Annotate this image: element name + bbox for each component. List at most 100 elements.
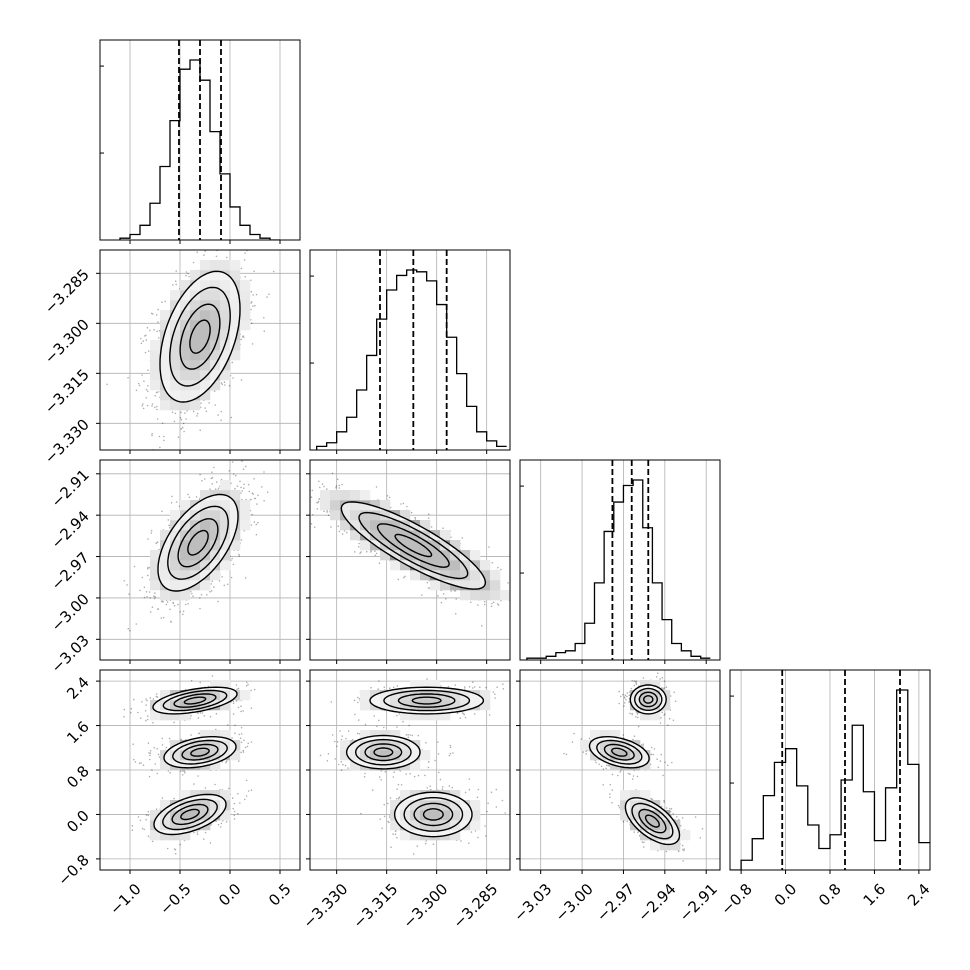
density-contour bbox=[354, 738, 412, 766]
density-cell bbox=[240, 510, 251, 521]
contour-panel bbox=[519, 669, 721, 871]
density-cell bbox=[460, 590, 471, 601]
y-tick-label: −0.8 bbox=[54, 851, 92, 889]
density-cell bbox=[170, 710, 181, 721]
density-cell bbox=[490, 580, 501, 591]
density-contour bbox=[393, 791, 473, 838]
density-cell bbox=[160, 800, 171, 811]
density-cell bbox=[160, 530, 171, 541]
density-cell bbox=[230, 340, 241, 351]
density-cell bbox=[430, 710, 441, 721]
density-contour bbox=[611, 747, 628, 757]
x-tick-label: −3.315 bbox=[349, 880, 401, 932]
contour-panel bbox=[99, 459, 301, 661]
density-cell bbox=[390, 800, 401, 811]
density-contour bbox=[403, 797, 464, 832]
density-cell bbox=[650, 680, 661, 691]
density-cell bbox=[170, 400, 181, 411]
density-cell bbox=[240, 500, 251, 511]
density-cell bbox=[450, 540, 461, 551]
density-cell bbox=[150, 550, 161, 561]
y-tick-label: −3.00 bbox=[48, 590, 93, 635]
panel-frame bbox=[99, 39, 301, 241]
density-cell bbox=[430, 680, 441, 691]
density-cell bbox=[150, 570, 161, 581]
density-cell bbox=[470, 550, 481, 561]
density-cell bbox=[350, 530, 361, 541]
density-cell bbox=[150, 340, 161, 351]
density-cell bbox=[210, 380, 221, 391]
density-cell bbox=[360, 730, 371, 741]
panel-plot-area bbox=[100, 250, 300, 450]
density-cell bbox=[180, 790, 191, 801]
y-tick-label: 0.8 bbox=[63, 762, 93, 792]
density-cell bbox=[160, 390, 171, 401]
density-cell bbox=[480, 700, 491, 711]
density-cell bbox=[180, 590, 191, 601]
density-cell bbox=[240, 520, 251, 531]
panel-plot-area bbox=[310, 460, 510, 660]
density-cell bbox=[220, 480, 231, 491]
density-cell bbox=[220, 790, 231, 801]
x-tick-label: −3.285 bbox=[449, 880, 501, 932]
density-cell bbox=[200, 580, 211, 591]
x-tick-label: −1.0 bbox=[106, 880, 144, 918]
histogram-panel bbox=[309, 249, 511, 451]
x-tick-label: −0.5 bbox=[156, 880, 194, 918]
density-cell bbox=[150, 560, 161, 571]
density-cell bbox=[430, 580, 441, 591]
density-cell bbox=[220, 260, 231, 271]
density-contour bbox=[383, 689, 471, 712]
density-cell bbox=[360, 540, 371, 551]
density-cell bbox=[150, 360, 161, 371]
density-cell bbox=[420, 520, 431, 531]
density-cell bbox=[210, 680, 221, 691]
panel-plot-area bbox=[100, 460, 300, 660]
density-cell bbox=[410, 830, 421, 841]
panel-plot-area bbox=[119, 40, 281, 240]
density-contour bbox=[177, 518, 219, 568]
density-cell bbox=[380, 500, 391, 511]
panel-plot-area bbox=[730, 670, 930, 870]
density-contour bbox=[172, 739, 228, 765]
density-cell bbox=[240, 320, 251, 331]
density-cell bbox=[660, 840, 671, 851]
panel-plot-area bbox=[316, 250, 507, 450]
density-contour bbox=[190, 747, 210, 757]
density-contour bbox=[413, 802, 454, 827]
density-contour bbox=[596, 739, 643, 765]
density-cell bbox=[450, 790, 461, 801]
histogram-step bbox=[730, 689, 930, 870]
density-contour bbox=[642, 695, 654, 704]
density-cell bbox=[680, 830, 691, 841]
density-contour bbox=[364, 743, 403, 762]
density-cell bbox=[210, 730, 221, 741]
density-contour bbox=[603, 743, 635, 761]
density-cell bbox=[170, 830, 181, 841]
density-cell bbox=[180, 400, 191, 411]
density-cell bbox=[580, 740, 591, 751]
density-cell bbox=[450, 830, 461, 841]
density-cell bbox=[180, 710, 191, 721]
density-contour bbox=[376, 523, 450, 568]
density-cell bbox=[410, 760, 421, 771]
histogram-panel bbox=[729, 669, 931, 871]
density-cell bbox=[390, 560, 401, 571]
density-cell bbox=[440, 530, 451, 541]
density-cell bbox=[320, 490, 331, 501]
density-contour bbox=[163, 736, 237, 769]
density-cell bbox=[150, 580, 161, 591]
x-tick-label: 0.8 bbox=[815, 880, 845, 910]
density-cell bbox=[330, 490, 341, 501]
density-cell bbox=[480, 570, 491, 581]
density-cell bbox=[610, 730, 621, 741]
density-cell bbox=[230, 750, 241, 761]
density-contour bbox=[162, 798, 218, 831]
density-cell bbox=[210, 760, 221, 771]
y-tick-label: 0.0 bbox=[63, 807, 93, 837]
y-tick-label: 2.4 bbox=[63, 673, 93, 703]
density-cell bbox=[240, 290, 251, 301]
histogram-step bbox=[316, 269, 507, 450]
density-cell bbox=[410, 570, 421, 581]
